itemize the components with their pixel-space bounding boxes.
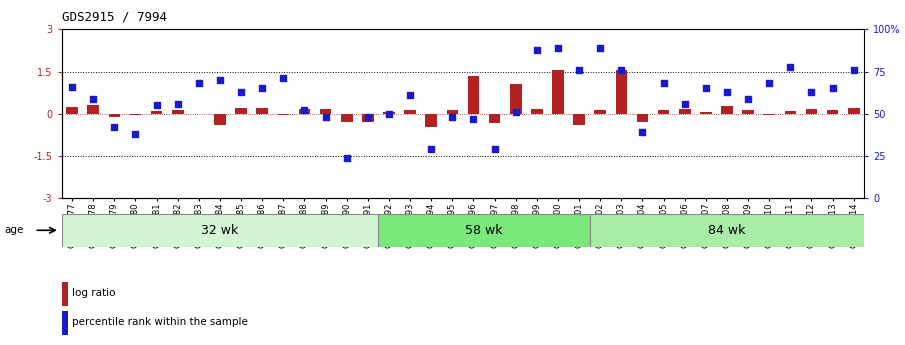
- Bar: [66, 107, 78, 114]
- Point: [360, 115, 375, 120]
- Bar: [446, 110, 458, 114]
- Text: 32 wk: 32 wk: [201, 224, 239, 237]
- Bar: [278, 114, 290, 115]
- Point: [445, 115, 460, 120]
- Point: [403, 92, 417, 98]
- Point: [572, 67, 586, 73]
- Bar: [805, 109, 817, 114]
- Point: [466, 116, 481, 122]
- Point: [656, 81, 671, 86]
- Point: [233, 89, 248, 95]
- Point: [319, 115, 333, 120]
- Text: percentile rank within the sample: percentile rank within the sample: [72, 317, 248, 327]
- Point: [86, 96, 100, 101]
- Bar: [468, 76, 480, 114]
- Bar: [552, 70, 564, 114]
- Bar: [109, 114, 120, 117]
- Bar: [193, 114, 205, 115]
- Bar: [405, 110, 416, 114]
- Point: [149, 102, 164, 108]
- Point: [699, 86, 713, 91]
- Bar: [299, 109, 310, 114]
- Point: [551, 45, 566, 51]
- Bar: [764, 114, 775, 115]
- Point: [488, 147, 502, 152]
- Bar: [62, 282, 68, 306]
- Text: age: age: [5, 225, 24, 235]
- Text: log ratio: log ratio: [72, 288, 116, 298]
- Point: [509, 109, 523, 115]
- Bar: [362, 114, 374, 122]
- Bar: [214, 114, 225, 125]
- Point: [339, 155, 354, 160]
- Bar: [827, 110, 838, 114]
- Bar: [742, 110, 754, 114]
- Bar: [489, 114, 500, 123]
- Point: [276, 76, 291, 81]
- Bar: [595, 110, 606, 114]
- Text: 84 wk: 84 wk: [709, 224, 746, 237]
- Text: GDS2915 / 7994: GDS2915 / 7994: [62, 10, 167, 23]
- Point: [170, 101, 185, 107]
- Text: 58 wk: 58 wk: [465, 224, 503, 237]
- Point: [529, 47, 544, 52]
- Bar: [425, 114, 437, 127]
- Bar: [129, 114, 141, 115]
- Bar: [636, 114, 648, 122]
- Bar: [319, 109, 331, 114]
- Point: [129, 131, 143, 137]
- Point: [762, 81, 776, 86]
- Point: [783, 64, 797, 69]
- Bar: [785, 111, 796, 114]
- Point: [213, 77, 227, 83]
- Bar: [848, 108, 860, 114]
- Point: [424, 147, 438, 152]
- Bar: [172, 110, 184, 114]
- Point: [741, 96, 756, 101]
- Point: [192, 81, 206, 86]
- Bar: [531, 109, 543, 114]
- Bar: [341, 114, 353, 122]
- Point: [614, 67, 629, 73]
- Point: [65, 84, 80, 90]
- Bar: [62, 214, 378, 247]
- Bar: [378, 214, 590, 247]
- Bar: [590, 214, 864, 247]
- Point: [593, 45, 607, 51]
- Point: [382, 111, 396, 117]
- Bar: [721, 106, 733, 114]
- Bar: [658, 110, 670, 114]
- Point: [297, 108, 311, 113]
- Bar: [573, 114, 585, 125]
- Point: [255, 86, 270, 91]
- Point: [825, 86, 840, 91]
- Bar: [151, 111, 162, 114]
- Bar: [235, 108, 247, 114]
- Point: [635, 130, 650, 135]
- Bar: [62, 310, 68, 335]
- Bar: [510, 84, 521, 114]
- Bar: [256, 108, 268, 114]
- Point: [846, 67, 861, 73]
- Bar: [615, 70, 627, 114]
- Bar: [679, 109, 691, 114]
- Bar: [700, 111, 711, 114]
- Point: [805, 89, 819, 95]
- Point: [719, 89, 734, 95]
- Bar: [88, 105, 99, 114]
- Point: [107, 125, 121, 130]
- Point: [678, 101, 692, 107]
- Bar: [383, 112, 395, 114]
